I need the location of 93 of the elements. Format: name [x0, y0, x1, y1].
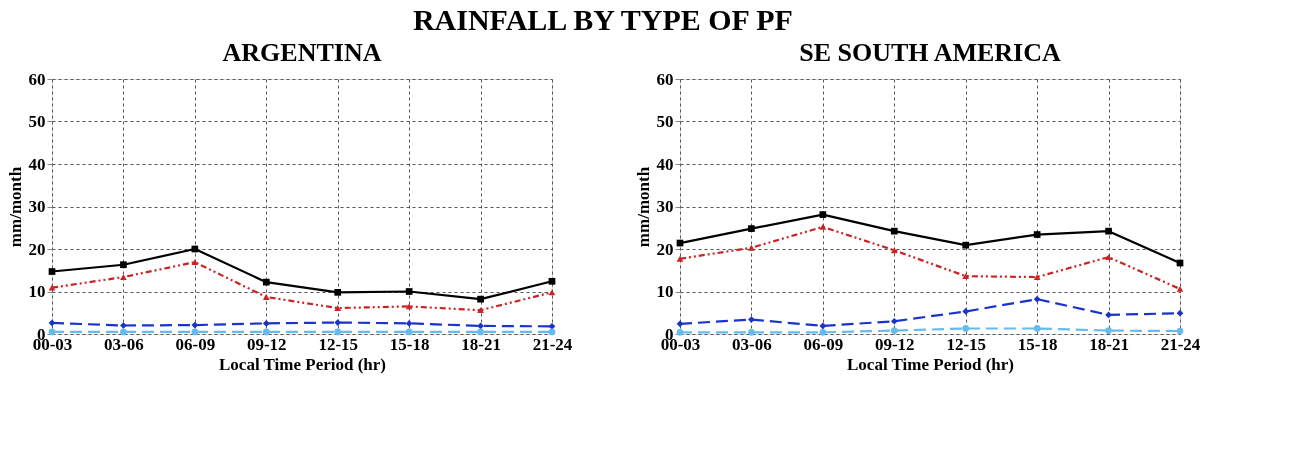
point [120, 261, 127, 269]
y-tick-label: 50 [656, 112, 674, 131]
point [676, 320, 684, 328]
point [120, 274, 127, 280]
y-tick-label: 40 [656, 154, 674, 174]
point [1105, 254, 1112, 260]
point [48, 284, 56, 291]
y-tick-label: 40 [28, 154, 46, 174]
x-tick-label: 12-15 [318, 334, 359, 354]
point [1176, 309, 1184, 317]
point [191, 328, 199, 336]
point [819, 223, 827, 230]
x-tick-label: 21-24 [1160, 334, 1201, 354]
point [191, 321, 199, 329]
point [819, 328, 827, 336]
point [890, 247, 898, 254]
point [676, 328, 684, 336]
x-axis-title: Local Time Period (hr) [219, 354, 386, 374]
point [120, 322, 127, 329]
point [1033, 231, 1041, 238]
point [548, 328, 556, 336]
point [819, 322, 827, 330]
point [48, 319, 56, 327]
point [1033, 325, 1041, 332]
x-tick-label: 15-18 [389, 334, 430, 354]
point [477, 322, 484, 330]
y-tick-label: 50 [28, 112, 46, 131]
y-axis-title: mm/month [5, 166, 25, 248]
x-tick-label: 06-09 [803, 334, 844, 354]
point [748, 225, 755, 232]
y-tick-label: 30 [656, 197, 674, 216]
point [890, 227, 898, 235]
point [962, 325, 970, 332]
point [120, 328, 127, 336]
point [334, 289, 342, 296]
point [748, 244, 755, 251]
point [477, 295, 484, 303]
point [48, 268, 56, 275]
point [890, 317, 898, 325]
x-tick-label: 03-06 [104, 334, 144, 354]
point [477, 307, 484, 314]
x-tick-label: 09-12 [874, 334, 915, 354]
y-tick-label: 20 [28, 239, 46, 259]
point [262, 278, 270, 286]
point [48, 328, 56, 336]
point [191, 259, 199, 266]
x-tick-label: 06-09 [175, 334, 216, 354]
point [1105, 227, 1112, 235]
point [748, 316, 755, 323]
point [334, 305, 342, 311]
chart-subtitle: ARGENTINA [222, 38, 382, 67]
point [1033, 274, 1041, 280]
point [405, 320, 413, 327]
point [1105, 311, 1112, 319]
point [262, 294, 270, 300]
point [477, 328, 484, 336]
point [262, 320, 270, 327]
point [962, 273, 970, 280]
point [334, 319, 342, 326]
x-tick-label: 15-18 [1017, 334, 1058, 354]
y-tick-label: 60 [28, 69, 46, 89]
x-tick-label: 18-21 [1089, 334, 1129, 354]
point [1033, 295, 1041, 303]
x-tick-label: 12-15 [946, 334, 987, 354]
y-tick-label: 30 [28, 197, 46, 216]
y-tick-label: 20 [656, 239, 674, 259]
x-tick-label: 21-24 [532, 334, 573, 354]
point [962, 241, 970, 249]
x-tick-label: 03-06 [732, 334, 772, 354]
chart-title: SE SOUTH AMERICA [799, 38, 1061, 67]
point [890, 327, 898, 334]
point [548, 277, 556, 285]
x-tick-label: 09-12 [246, 334, 287, 354]
y-tick-label: 10 [656, 282, 674, 301]
point [334, 328, 342, 336]
point [262, 328, 270, 336]
chart-title: RAINFALL BY TYPE OF PF [412, 2, 793, 36]
point [548, 323, 556, 330]
point [1176, 327, 1184, 335]
point [748, 328, 755, 336]
point [962, 308, 970, 315]
x-axis-title: Local Time Period (hr) [847, 354, 1014, 374]
point [548, 289, 556, 296]
point [405, 288, 413, 295]
point [1105, 327, 1112, 334]
point [819, 211, 827, 218]
y-tick-label: 60 [656, 69, 674, 89]
y-axis-title: mm/month [633, 166, 653, 248]
point [676, 255, 684, 262]
point [1176, 286, 1184, 292]
point [405, 328, 413, 336]
y-tick-label: 10 [28, 282, 46, 301]
x-tick-label: 18-21 [461, 334, 501, 354]
